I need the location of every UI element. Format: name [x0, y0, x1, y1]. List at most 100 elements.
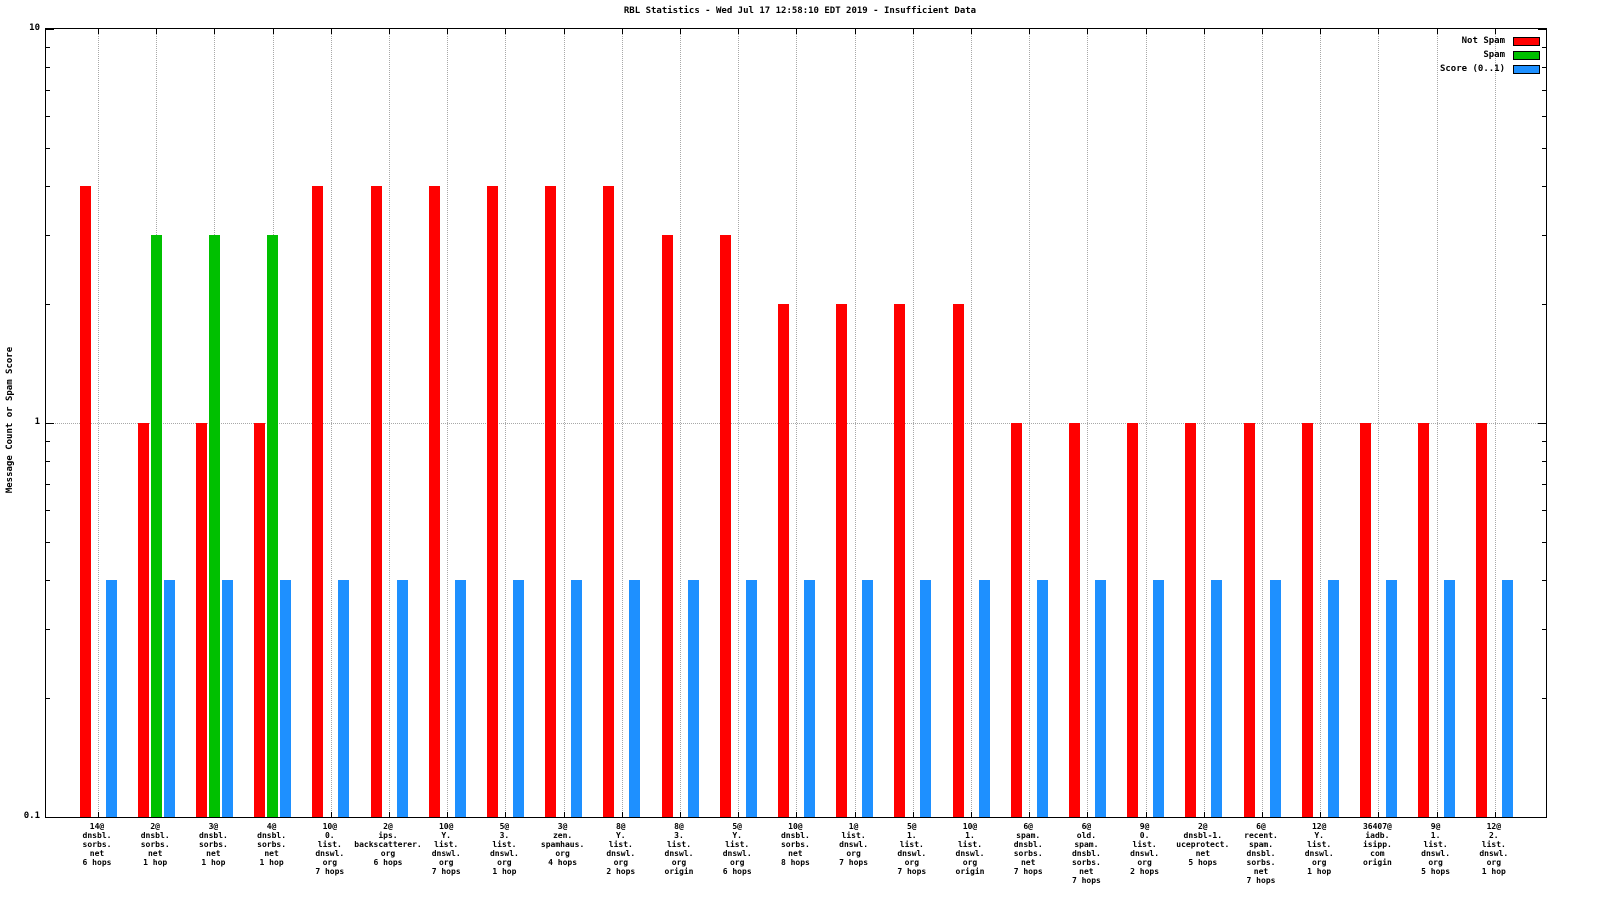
x-tick-label-line: 8 hops [780, 858, 810, 867]
score-0-1-bar [571, 579, 583, 817]
x-tick-label-line: dnswl. [664, 849, 694, 858]
x-tick [563, 812, 565, 817]
spam-bar [150, 235, 162, 817]
x-tick [621, 812, 623, 817]
x-tick-label-line: dnsbl. [82, 831, 112, 840]
y-tick [1538, 423, 1546, 424]
x-tick-label-line: backscatterer. [354, 840, 422, 849]
x-tick [1494, 29, 1496, 34]
not-spam-bar [1359, 423, 1371, 817]
x-tick-label-line: net [206, 849, 221, 858]
legend-label: Not Spam [1461, 36, 1505, 46]
x-tick-label-line: org [555, 849, 570, 858]
x-tick-label-line: sorbs. [198, 840, 228, 849]
x-tick-label-line: dnswl. [955, 849, 985, 858]
x-tick-label-line: 2 hops [1130, 867, 1160, 876]
x-tick-label: 8@ 3. list. dnswl. org origin [650, 822, 708, 876]
x-tick-label-line: 5@ [906, 822, 917, 831]
x-tick [1087, 812, 1089, 817]
not-spam-bar [254, 423, 266, 817]
y-minor-tick [1542, 484, 1546, 486]
x-tick [738, 812, 740, 817]
x-tick [1087, 29, 1089, 34]
x-tick-label-line: 2@ [383, 822, 393, 831]
x-tick-label-line: 2 hops [606, 867, 636, 876]
y-minor-tick [46, 629, 50, 630]
x-tick [1436, 29, 1438, 34]
not-spam-bar [836, 304, 848, 817]
x-tick-label-line: list. [666, 840, 692, 849]
y-tick [46, 423, 54, 424]
not-spam-bar [1185, 423, 1197, 817]
y-minor-tick [1542, 116, 1546, 118]
y-minor-tick [1542, 510, 1546, 512]
y-minor-tick [46, 67, 50, 69]
x-tick-label-line: 7 hops [897, 867, 927, 876]
not-spam-bar [1418, 423, 1430, 817]
legend-entry: Score (0..1) [1440, 62, 1540, 76]
not-spam-bar [1068, 423, 1080, 817]
x-tick-label-line: 0. [324, 831, 335, 840]
x-tick-label-line: 12@ [1311, 822, 1327, 831]
y-minor-tick [46, 90, 50, 92]
x-tick [796, 812, 798, 817]
x-tick-label-line: spam. [1016, 831, 1041, 840]
legend-swatch [1513, 50, 1540, 60]
y-minor-tick [1542, 185, 1546, 187]
y-tick-label: 0.1 [23, 811, 40, 821]
not-spam-bar [545, 185, 557, 817]
x-tick-label-line: net [1253, 867, 1269, 876]
x-tick-label-line: dnsbl. [1071, 849, 1101, 858]
legend: Not Spam Spam Score (0..1) [1440, 34, 1540, 76]
x-tick-label-line: 1 hop [143, 858, 168, 867]
not-spam-bar [952, 304, 964, 817]
x-tick-label-line: org [1311, 858, 1327, 867]
x-tick-label-line: org [846, 849, 861, 858]
x-tick-label-line: dnswl. [839, 840, 869, 849]
x-tick-label-line: origin [664, 867, 694, 876]
x-tick-label: 3@ dnsbl. sorbs. net 1 hop [184, 822, 242, 867]
x-tick-label-line: org [322, 858, 338, 867]
x-tick-label-line: spamhaus. [540, 840, 585, 849]
x-tick-label-line: 10@ [962, 822, 978, 831]
x-tick-label-line: 5@ [499, 822, 510, 831]
x-tick-label: 14@ dnsbl. sorbs. net 6 hops [68, 822, 126, 867]
score-0-1-bar [862, 579, 874, 817]
x-tick-label-line: 1 hop [201, 858, 226, 867]
score-0-1-bar [978, 579, 990, 817]
x-tick-label-line: org [380, 849, 396, 858]
x-tick-label: 9@ 0. list. dnswl. org 2 hops [1116, 822, 1174, 876]
x-tick-label-line: 8@ [615, 822, 626, 831]
x-tick-label-line: 8@ [674, 822, 684, 831]
score-0-1-bar [1036, 579, 1048, 817]
x-tick-label-line: dnsbl. [257, 831, 287, 840]
not-spam-bar [894, 304, 906, 817]
score-0-1-bar [454, 579, 466, 817]
y-minor-tick [1542, 541, 1546, 543]
score-0-1-bar [1385, 579, 1397, 817]
score-0-1-bar [163, 579, 175, 817]
y-tick [46, 817, 54, 818]
score-0-1-bar [1269, 579, 1281, 817]
chart-title: RBL Statistics - Wed Jul 17 12:58:10 EDT… [623, 6, 977, 16]
x-tick [854, 29, 856, 34]
x-tick-label: 2@ ips. backscatterer. org 6 hops [354, 822, 421, 867]
x-tick-label: 6@ old. spam. dnsbl. sorbs. net 7 hops [1057, 822, 1115, 885]
x-tick-label-line: dnswl. [431, 849, 461, 858]
x-tick-label: 12@ 2. list. dnswl. org 1 hop [1465, 822, 1523, 876]
y-minor-tick [1542, 147, 1546, 149]
x-tick-label-line: org [962, 858, 978, 867]
x-tick [389, 29, 390, 34]
not-spam-bar [195, 423, 207, 817]
x-tick-label-line: spam. [1074, 840, 1099, 849]
x-tick-label-line: list. [1132, 840, 1157, 849]
x-tick-label-line: dnsbl. [198, 831, 228, 840]
x-tick [272, 29, 274, 34]
x-tick-label-line: 5@ [732, 822, 742, 831]
x-tick-label-line: origin [1362, 858, 1392, 867]
spam-bar [267, 235, 279, 817]
x-tick-label-line: sorbs. [82, 840, 112, 849]
x-tick-label: 10@ 0. list. dnswl. org 7 hops [301, 822, 359, 876]
x-tick-label-line: 3@ [208, 822, 219, 831]
x-tick-label-line: 14@ [89, 822, 105, 831]
